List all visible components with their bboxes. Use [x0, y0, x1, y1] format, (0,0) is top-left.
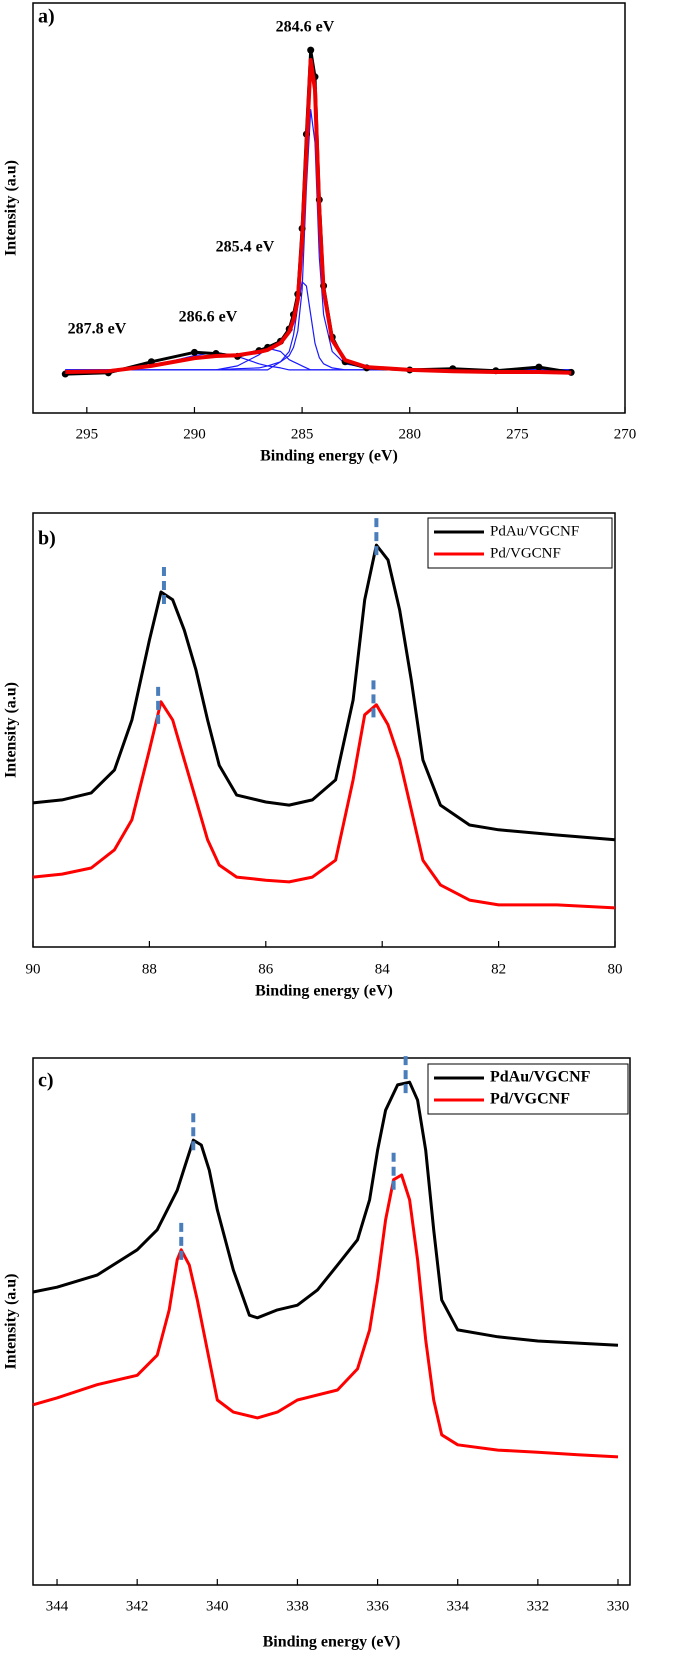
legend-label: PdAu/VGCNF — [490, 1069, 591, 1086]
plot-frame — [32, 512, 616, 948]
x-axis-label: Binding energy (eV) — [263, 1634, 401, 1651]
panel-label: b) — [38, 528, 56, 550]
x-tick-label: 80 — [608, 961, 623, 977]
x-tick-label: 340 — [206, 1598, 229, 1614]
legend-box — [427, 1063, 629, 1115]
x-axis-label: Binding energy (eV) — [260, 448, 398, 465]
annotation: 284.6 eV — [276, 19, 335, 36]
x-tick-label: 295 — [76, 426, 99, 442]
y-axis-label: Intensity (a.u) — [3, 682, 20, 778]
x-tick-label: 338 — [286, 1598, 309, 1614]
legend-label: Pd/VGCNF — [490, 545, 561, 561]
x-tick-label: 332 — [527, 1598, 550, 1614]
x-tick-label: 275 — [506, 426, 529, 442]
annotation: 286.6 eV — [179, 309, 238, 326]
x-tick-label: 90 — [26, 961, 41, 977]
x-axis-label: Binding energy (eV) — [255, 983, 393, 1000]
data-point — [307, 46, 315, 54]
x-tick-label: 336 — [366, 1598, 389, 1614]
x-tick-label: 280 — [398, 426, 421, 442]
data-line — [32, 543, 616, 842]
legend-label: Pd/VGCNF — [490, 1091, 570, 1108]
x-tick-label: 334 — [446, 1598, 469, 1614]
annotation: 285.4 eV — [216, 239, 275, 256]
annotation: 287.8 eV — [68, 321, 127, 338]
y-axis-label: Intensity (a.u) — [3, 1273, 20, 1369]
data-line — [32, 1173, 619, 1459]
legend-label: PdAu/VGCNF — [490, 523, 579, 539]
data-line — [32, 700, 616, 910]
plot-frame — [32, 2, 626, 414]
legend-box — [427, 517, 613, 569]
x-tick-label: 88 — [142, 961, 157, 977]
x-tick-label: 270 — [614, 426, 637, 442]
data-point — [147, 358, 155, 366]
plot-frame — [32, 1057, 631, 1586]
x-tick-label: 342 — [126, 1598, 149, 1614]
data-point — [535, 363, 543, 371]
data-line — [65, 281, 572, 371]
x-tick-label: 84 — [375, 961, 391, 977]
x-tick-label: 285 — [291, 426, 314, 442]
x-tick-label: 82 — [491, 961, 506, 977]
x-tick-label: 344 — [46, 1598, 69, 1614]
data-line — [32, 1080, 619, 1347]
data-line — [65, 58, 572, 375]
data-point — [190, 348, 198, 356]
panel-label: c) — [38, 1070, 54, 1092]
y-axis-label: Intensity (a.u) — [3, 160, 20, 256]
x-tick-label: 330 — [607, 1598, 630, 1614]
x-tick-label: 290 — [183, 426, 206, 442]
panel-label: a) — [38, 6, 55, 28]
x-tick-label: 86 — [258, 961, 274, 977]
